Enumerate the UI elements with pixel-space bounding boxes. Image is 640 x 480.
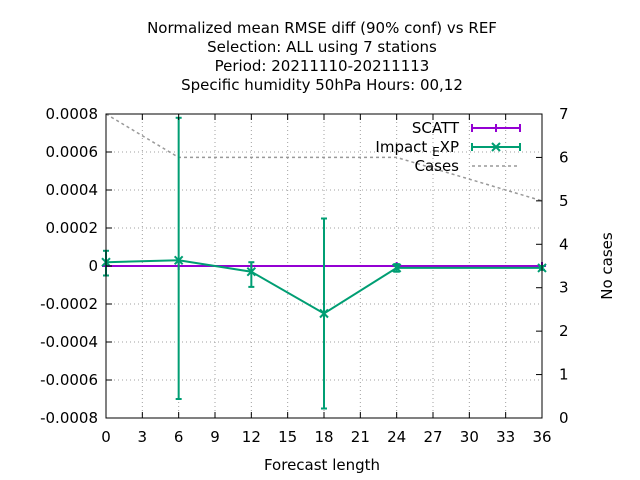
impact-point [173, 255, 184, 266]
y2-tick-label: 6 [559, 148, 569, 166]
x-tick-label: 15 [278, 428, 297, 446]
y-tick-label: -0.0004 [40, 333, 98, 351]
x-tick-label: 24 [387, 428, 406, 446]
x-tick-label: 27 [423, 428, 442, 446]
y-axis-ticks: -0.0008 -0.0006 -0.0004 -0.0002 0 0.0002 0.000… [40, 105, 112, 427]
y2-tick-label: 3 [559, 279, 569, 297]
x-tick-label: 9 [210, 428, 220, 446]
x-tick-label: 36 [532, 428, 551, 446]
x-tick-label: 30 [460, 428, 479, 446]
legend-label: Impact EXP [375, 138, 459, 159]
impact-point [391, 263, 402, 273]
y2-axis-label: No cases [598, 232, 616, 300]
impact-point [319, 308, 329, 319]
y2-tick-label: 1 [559, 366, 569, 384]
y2-tick-label: 0 [559, 409, 569, 427]
chart-title-line-3: Period: 20211110-20211113 [215, 57, 430, 75]
y-tick-label: 0.0006 [46, 143, 99, 161]
y2-tick-label: 4 [559, 235, 569, 253]
x-tick-label: 33 [496, 428, 515, 446]
y-tick-label: -0.0002 [40, 295, 98, 313]
x-tick-label: 0 [101, 428, 111, 446]
legend-label: SCATT [412, 119, 460, 137]
legend-item-scatt: SCATT [412, 119, 521, 137]
y2-tick-label: 5 [559, 192, 569, 210]
chart-title-line-1: Normalized mean RMSE diff (90% conf) vs … [147, 19, 497, 37]
x-tick-label: 3 [138, 428, 148, 446]
x-axis-label: Forecast length [264, 456, 380, 474]
chart-title-line-4: Specific humidity 50hPa Hours: 00,12 [181, 76, 463, 94]
legend-label: Cases [414, 157, 459, 175]
chart-title: Normalized mean RMSE diff (90% conf) vs … [147, 19, 497, 94]
x-tick-label: 12 [242, 428, 261, 446]
x-tick-label: 6 [174, 428, 184, 446]
y2-tick-label: 2 [559, 322, 569, 340]
x-axis-ticks: 0 3 6 9 12 15 18 21 24 27 30 33 36 [101, 114, 552, 446]
impact-point [246, 266, 257, 277]
y-tick-label: 0.0004 [46, 181, 99, 199]
impact-line [105, 259, 542, 315]
x-tick-label: 18 [314, 428, 333, 446]
impact-series [101, 116, 547, 410]
y-tick-label: 0.0002 [46, 219, 99, 237]
y-tick-label: -0.0008 [40, 409, 98, 427]
y-tick-label: 0.0008 [46, 105, 99, 123]
chart-title-line-2: Selection: ALL using 7 stations [207, 38, 437, 56]
y-tick-label: -0.0006 [40, 371, 98, 389]
y-tick-label: 0 [88, 257, 98, 275]
y2-tick-label: 7 [559, 105, 569, 123]
y2-axis-ticks: 0 1 2 3 4 5 6 7 [536, 105, 569, 427]
x-tick-label: 21 [351, 428, 370, 446]
legend-item-cases: Cases [414, 157, 520, 175]
legend-item-impact: Impact EXP [375, 138, 521, 159]
